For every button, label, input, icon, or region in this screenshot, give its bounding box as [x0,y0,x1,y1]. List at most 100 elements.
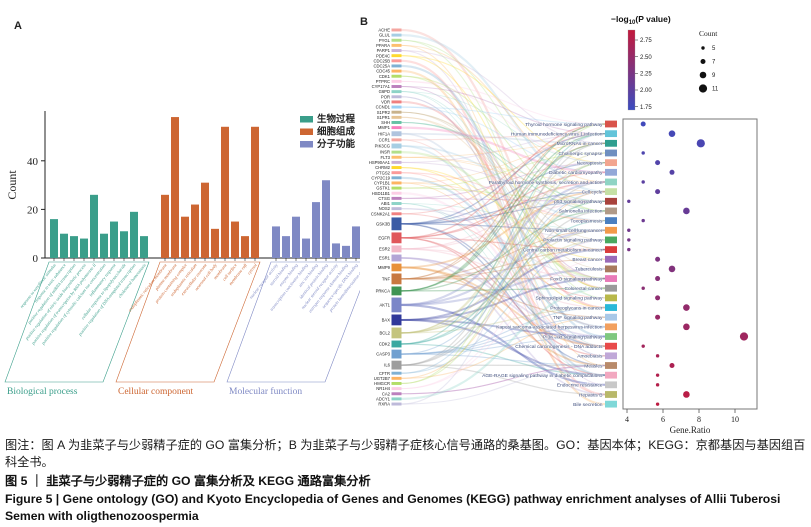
sankey-link [401,203,606,376]
group-bracket [226,261,360,383]
sankey-link [401,116,606,280]
sankey-link [401,123,606,385]
gene-label: RXRA [378,402,390,407]
gene-label: G6PD [379,89,390,94]
sankey-link [401,133,606,292]
bar [251,126,259,258]
gene-label: CHRM2 [375,165,391,170]
gene-node [391,131,402,137]
pathway-label: Necroptosis [577,160,603,166]
pathway-node [605,294,617,302]
gene-node [391,232,402,244]
sankey-link [401,364,606,395]
sankey-link [401,239,606,334]
dotplot-x-tick-label: 10 [731,415,739,424]
bar [312,202,320,258]
pathway-node [605,120,617,128]
count-legend-dot [701,46,705,50]
count-legend-dot [700,59,706,64]
gene-node [391,297,402,313]
gene-node [391,402,402,406]
dot [655,276,661,282]
group-caption: Molecular function [229,386,302,397]
sankey-link [401,318,606,377]
pathway-label: Amoebiasis [577,354,603,360]
sankey-link [401,166,606,309]
sankey-link [401,223,606,231]
dot [655,189,661,195]
colorbar-tick-label: 1.75 [640,105,652,111]
gene-node [391,160,402,164]
dot [641,180,645,184]
sankey-link [401,318,606,338]
sankey-link [401,111,606,241]
gene-node [391,64,402,68]
gene-label: MMP9 [378,265,391,270]
sankey-link [401,229,606,334]
gene-label: TNF [382,276,391,281]
sankey-link [401,364,606,395]
gene-label: BCL2 [380,331,391,336]
sankey-link [401,133,606,163]
y-axis-title: Count [5,170,19,200]
gene-label: AKT1 [380,303,391,308]
colorbar-tick-label: 2.75 [640,38,652,44]
sankey-link [401,91,606,299]
gene-label: IL6 [384,363,390,368]
gene-label: S1PR1 [377,115,391,120]
sankey-link [401,203,606,347]
sankey-link [401,152,606,189]
sankey-link [401,133,606,141]
sankey-link [401,121,606,202]
dot [641,286,645,290]
gene-label: UGT2B7 [374,376,391,381]
sankey-link [401,248,606,321]
gene-node [391,392,402,396]
dot [641,344,645,348]
gene-node [391,340,402,348]
pathway-node [605,391,617,398]
pathway-label: Salmonella infection [559,209,603,215]
pathway-node [605,400,617,408]
pathway-node [605,178,617,186]
colorbar-tick-label: 2.50 [640,55,652,61]
sankey-link [401,161,606,202]
sankey-link [401,39,606,212]
sankey-link [401,239,606,390]
sankey-link [401,277,606,321]
sankey-link [401,364,606,405]
gene-node [391,138,402,142]
pathway-node [605,246,617,253]
dot [655,402,660,406]
gene-label: GLUL [379,33,391,38]
pathway-label: Colorectal cancer [564,286,602,292]
dot [739,332,749,341]
sankey-link [401,44,606,183]
pathway-label: Proteoglycans in cancer [550,305,603,311]
gene-node [391,38,402,42]
pathway-node [605,352,617,360]
gene-node [391,387,402,391]
bar [60,233,68,258]
gene-node [391,212,402,216]
gene-label: PTGS2 [376,170,390,175]
dot [655,295,661,301]
pathway-node [605,130,617,138]
gene-node [391,202,402,205]
sankey-link [401,203,606,231]
gene-node [391,59,402,63]
pathway-node [605,275,617,282]
sankey-link [401,132,606,145]
sankey-link [401,133,606,405]
colorbar-tick-label: 2.00 [640,88,652,94]
gene-label: ABI1 [381,201,391,206]
sankey-link [401,96,606,357]
pathway-label: Cell cycle [582,189,603,195]
dotplot-x-axis-title: Gene.Ratio [670,425,711,435]
group-caption: Biological process [7,387,78,397]
sankey-link [401,266,606,348]
sankey-link [401,116,606,251]
dot [655,256,661,262]
colorbar-tick-label: 2.25 [640,72,652,78]
